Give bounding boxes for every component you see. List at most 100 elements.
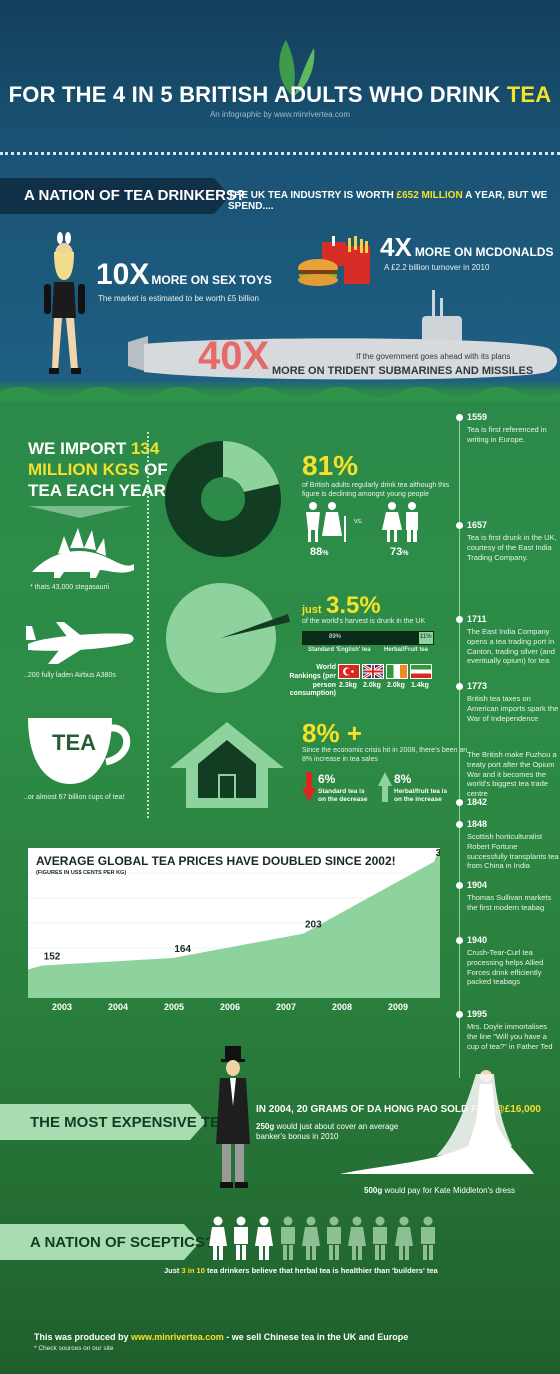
banker-bonus-text: 250g would just about cover an average b… <box>256 1122 399 1142</box>
rank-uk-value: 2.0kg <box>363 682 381 689</box>
timeline-year: 1848 <box>467 819 488 829</box>
page-subtitle: An infographic by www.minrivertea.com <box>209 110 351 119</box>
bar-right-value: 11% <box>420 634 432 640</box>
mcdonalds-note: A £2.2 billion turnover in 2010 <box>384 263 490 272</box>
tea-cup-label: TEA <box>52 730 96 755</box>
timeline-dot <box>456 882 463 889</box>
footer-note: * Check sources on our site <box>34 1345 114 1352</box>
increase-text: Since the economic crisis hit in 2008, t… <box>302 747 468 763</box>
airbus-icon <box>26 622 134 664</box>
elderly-couple-icon <box>306 502 346 542</box>
rank-ireland-value: 2.0kg <box>387 682 405 689</box>
timeline-dot <box>456 937 463 944</box>
timeline-text: Thomas Sullivan markets the first modern… <box>467 893 552 912</box>
timeline-text: British tea taxes on American imports sp… <box>467 694 559 723</box>
timeline-year: 1842 <box>467 797 488 807</box>
timeline-year: 1657 <box>467 520 488 530</box>
rank-iran-value: 1.4kg <box>411 682 429 689</box>
sex-toys-stat: 10X MORE ON SEX TOYS <box>96 258 272 291</box>
industry-worth-text: THE UK TEA INDUSTRY IS WORTH £652 MILLIO… <box>228 190 548 212</box>
price-label: 164 <box>174 944 191 955</box>
vs-text: vs. <box>354 518 363 525</box>
submarine-icon <box>128 290 557 380</box>
chart-subtitle: (FIGURES IN US$ CENTS PER KG) <box>36 870 127 876</box>
da-hong-pao-text: IN 2004, 20 GRAMS OF DA HONG PAO SOLD FO… <box>256 1104 541 1115</box>
timeline-text: Scottish horticulturalist Robert Fortune… <box>467 832 559 871</box>
timeline-year: 1995 <box>467 1009 488 1019</box>
elderly-percent: 88% <box>310 546 329 558</box>
herbal-tea-percent: 8% <box>394 772 412 786</box>
timeline-dot <box>456 1011 463 1018</box>
bunny-girl-icon <box>44 232 85 374</box>
footer-credit: This was produced by www.minrivertea.com… <box>34 1332 409 1342</box>
imports-heading: WE IMPORT 134 MILLION KGS OF TEA EACH YE… <box>28 439 168 500</box>
standard-tea-text: Standard tea is on the decrease <box>318 788 368 803</box>
expensive-banner-shape <box>0 1104 206 1140</box>
price-area <box>28 848 440 998</box>
down-arrow-icon <box>302 772 316 802</box>
ireland-flag-icon <box>386 664 408 679</box>
stegosaurus-icon <box>32 528 134 578</box>
timeline-line <box>459 418 460 1078</box>
timeline-text: The East India Company opens a tea tradi… <box>467 627 555 666</box>
person-male-icon <box>373 1216 387 1260</box>
timeline-text: The British make Fuzhou a treaty port af… <box>467 750 557 798</box>
tea-leaf-logo-icon <box>279 40 315 96</box>
trident-label: MORE ON TRIDENT SUBMARINES AND MISSILES <box>272 365 534 377</box>
person-female-icon <box>302 1216 320 1260</box>
price-area-chart: 152 164 203 318 <box>28 848 440 998</box>
rank-turkey-value: 2.3kg <box>339 682 357 689</box>
footer-link[interactable]: www.minrivertea.com <box>131 1332 224 1342</box>
young-percent: 73% <box>390 546 409 558</box>
tea-type-bar: 89% 11% <box>302 631 434 645</box>
sceptics-text: Just 3 in 10 tea drinkers believe that h… <box>164 1266 438 1275</box>
banker-icon <box>216 1046 250 1188</box>
world-rankings-title: World Rankings (per person consumption) <box>289 664 336 698</box>
page-title: FOR THE 4 IN 5 BRITISH ADULTS WHO DRINK … <box>8 82 552 107</box>
increase-percent: 8% + <box>302 718 362 748</box>
sceptics-banner-shape <box>0 1224 200 1260</box>
herbal-tea-text: Herbal/fruit tea is on the increase <box>394 788 448 803</box>
timeline-year: 1711 <box>467 614 487 624</box>
uk-flag-icon <box>362 663 384 680</box>
up-arrow-icon <box>378 772 392 802</box>
timeline-dot <box>456 522 463 529</box>
timeline-dot <box>456 799 463 806</box>
drinkers-text: of British adults regularly drink tea al… <box>302 482 450 498</box>
person-male-icon <box>327 1216 341 1260</box>
person-male-icon <box>281 1216 295 1260</box>
nation-banner: A NATION OF TEA DRINKERS? <box>24 187 246 204</box>
chart-x-tick-label: 2008 <box>332 1002 353 1012</box>
chart-x-tick-label: 2005 <box>164 1002 185 1012</box>
price-label: 152 <box>44 952 61 963</box>
bar-right-label: Herbal/Fruit tea <box>384 647 429 653</box>
kate-dress-text: 500g would pay for Kate Middleton's dres… <box>364 1186 515 1195</box>
timeline-text: Tea is first drunk in the UK, courtesy o… <box>467 533 557 562</box>
timeline-dot <box>456 414 463 421</box>
tea-type-bar-fill <box>303 632 419 644</box>
timeline-dot <box>456 821 463 828</box>
wedding-dress-icon <box>340 1070 534 1174</box>
sex-toys-note: The market is estimated to be worth £5 b… <box>98 294 259 303</box>
standard-tea-percent: 6% <box>318 772 336 786</box>
sceptics-banner: A NATION OF SCEPTICS? <box>30 1234 215 1251</box>
person-female-icon <box>395 1216 413 1260</box>
young-couple-icon <box>382 502 418 542</box>
person-male-icon <box>234 1216 248 1260</box>
turkey-flag-icon <box>338 664 360 679</box>
dotted-divider <box>0 152 560 155</box>
chart-x-tick-label: 2007 <box>276 1002 297 1012</box>
timeline-text: Tea is first referenced in writing in Eu… <box>467 425 547 444</box>
person-male-icon <box>421 1216 435 1260</box>
timeline-year: 1559 <box>467 412 488 422</box>
airbus-note: ..200 fully laden Airbus A380s <box>24 672 116 679</box>
bar-left-label: Standard 'English' tea <box>308 647 371 653</box>
chart-x-tick-label: 2009 <box>388 1002 409 1012</box>
timeline-text: Crush-Tear-Curl tea processing helps All… <box>467 948 544 987</box>
chart-x-tick-label: 2006 <box>220 1002 241 1012</box>
drinkers-donut-chart <box>165 441 281 557</box>
chart-x-tick-label: 2003 <box>52 1002 73 1012</box>
chart-x-tick-label: 2004 <box>108 1002 129 1012</box>
iran-flag-icon <box>410 664 432 679</box>
